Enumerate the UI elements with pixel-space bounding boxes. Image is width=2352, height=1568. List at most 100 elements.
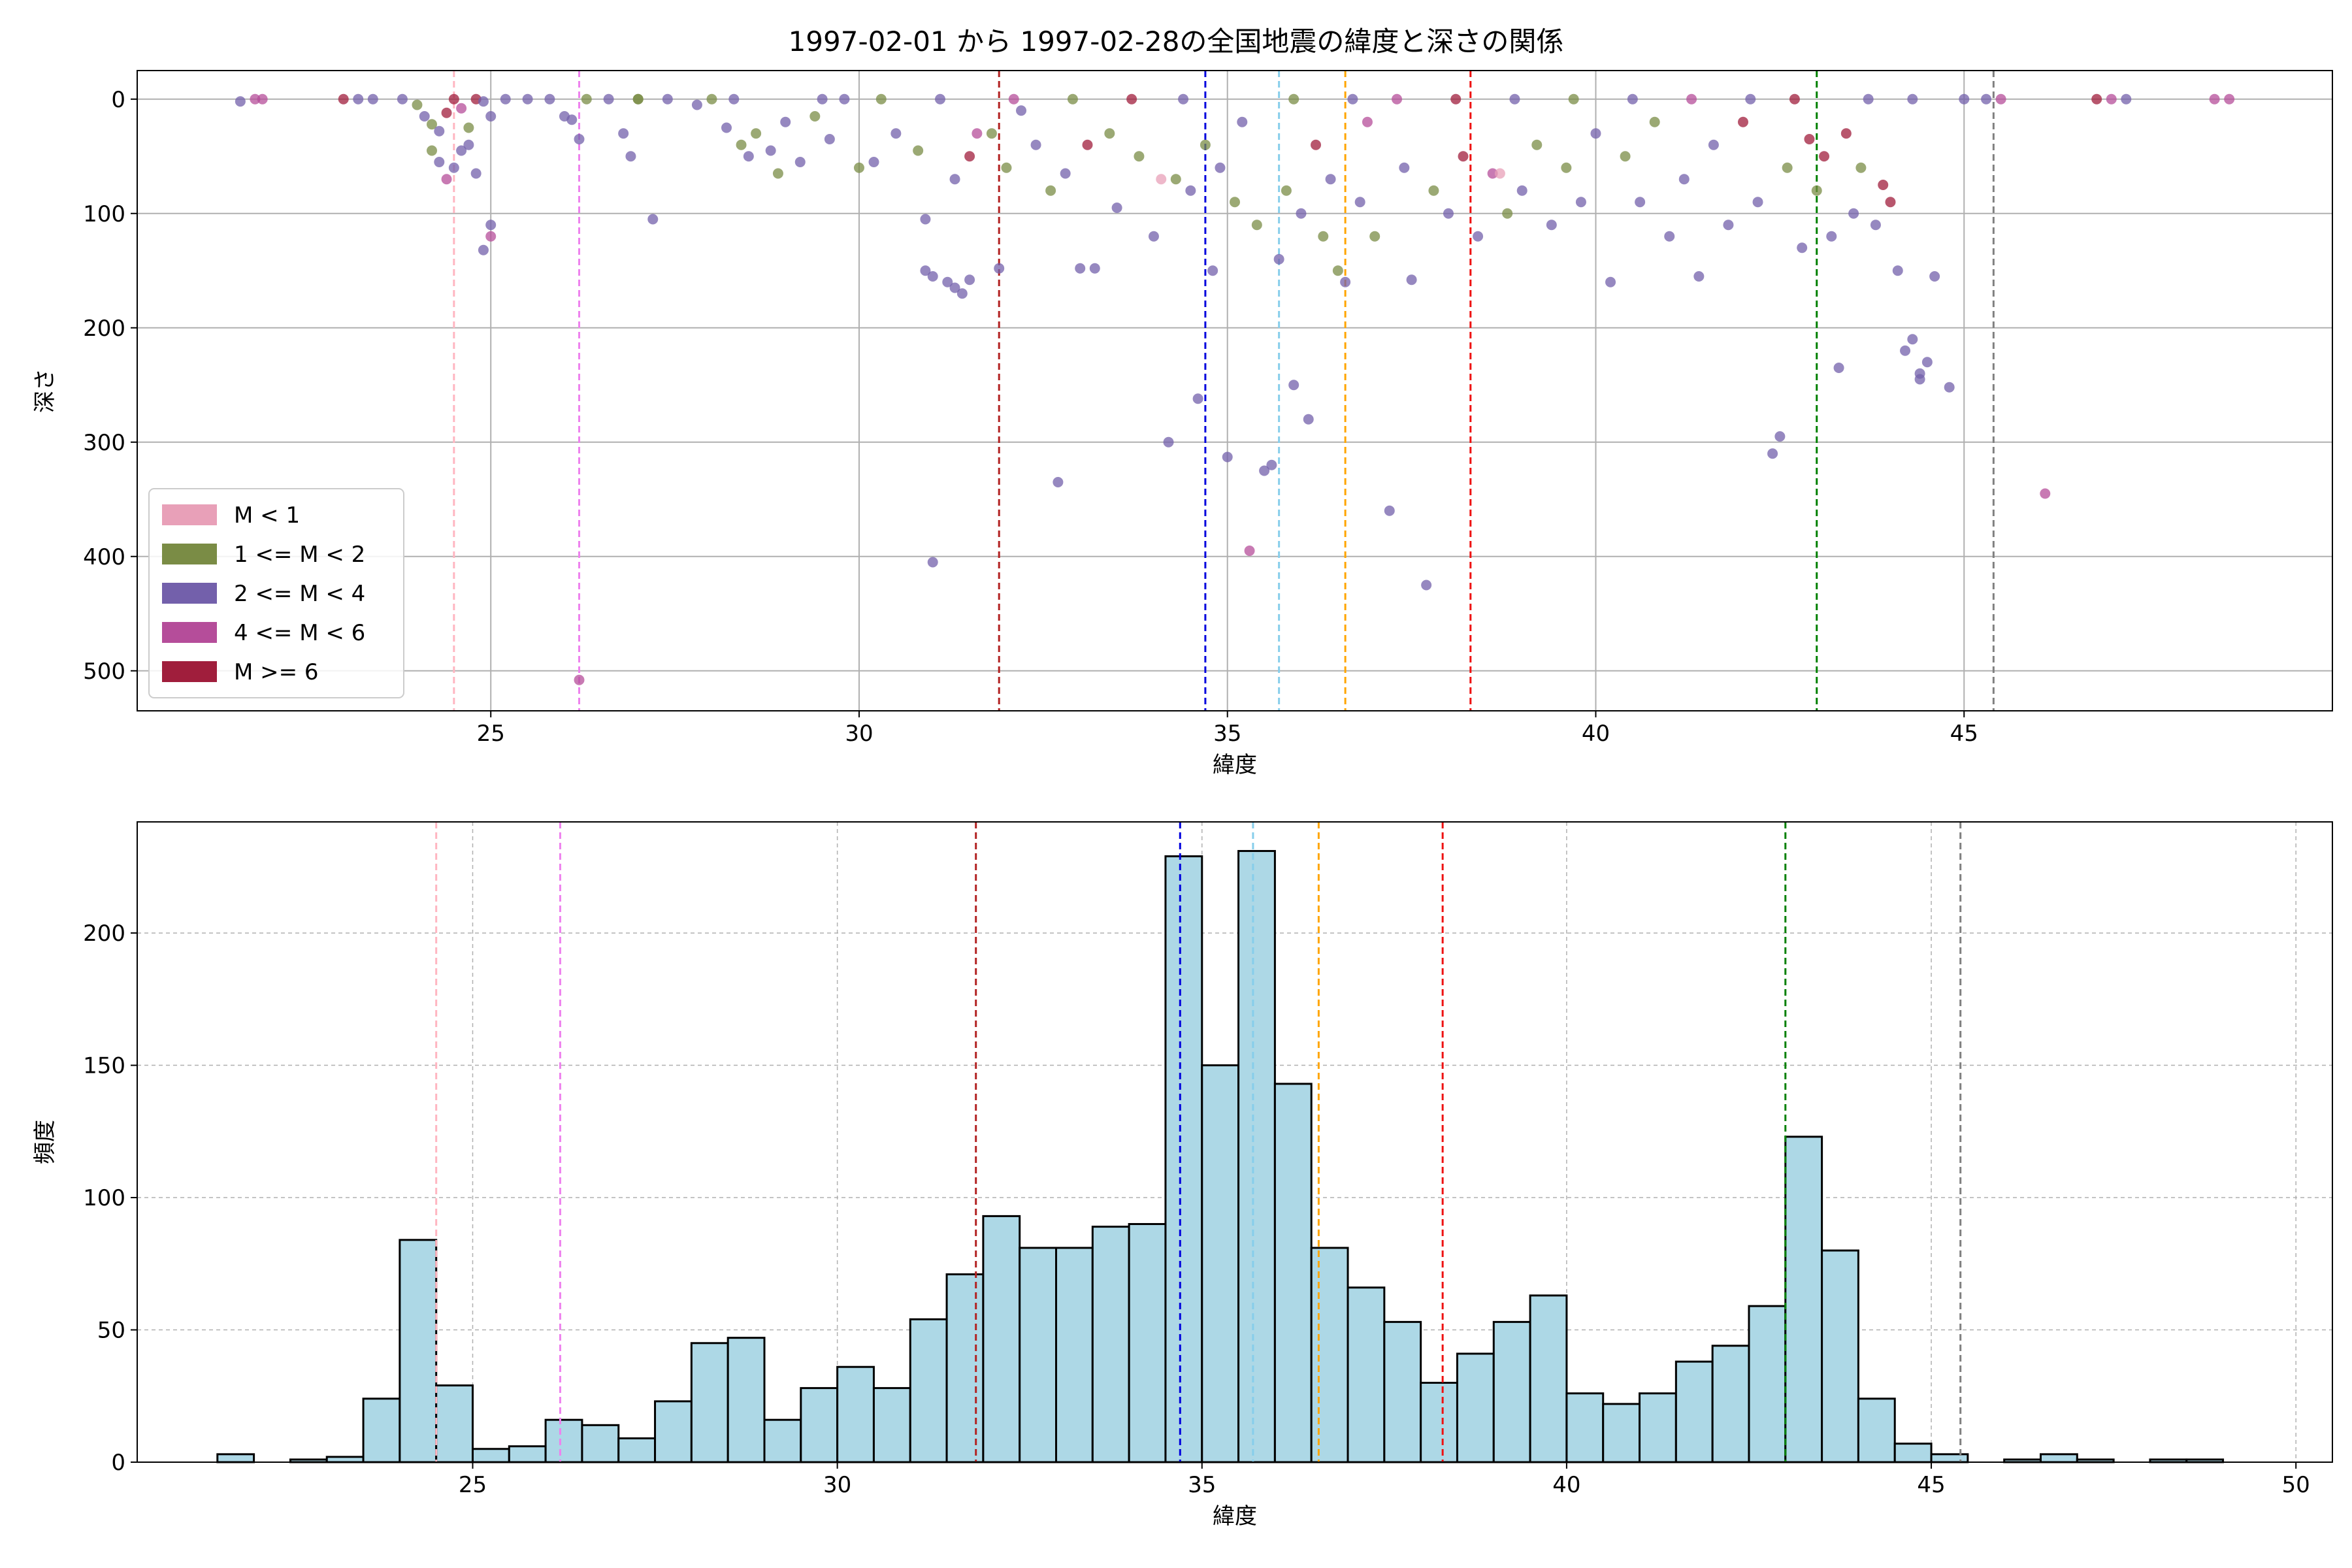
histogram-bar [2039, 1453, 2078, 1463]
histogram-bar [982, 1215, 1021, 1463]
histogram-x-axis-label: 緯度 [1213, 1503, 1257, 1529]
histogram-bar [399, 1239, 438, 1463]
scatter-point [1001, 162, 1012, 173]
scatter-point [456, 103, 467, 114]
scatter-point [1546, 220, 1557, 231]
scatter-point [1392, 93, 1403, 105]
scatter-point [1421, 580, 1432, 591]
histogram-y-tick-label: 50 [97, 1318, 125, 1344]
scatter-point [728, 93, 740, 105]
scatter-point [566, 114, 578, 125]
scatter-point [1163, 436, 1174, 448]
scatter-point [1230, 197, 1240, 208]
histogram-ticks: 25 30 35 40 45 50 0 50 100 150 200 [83, 921, 2310, 1498]
histogram-x-tick-label: 40 [1552, 1472, 1580, 1498]
scatter-point [1509, 93, 1520, 105]
legend-label: M >= 6 [234, 659, 319, 685]
histogram-bar [872, 1387, 911, 1463]
scatter-point [1649, 116, 1660, 127]
scatter-x-tick-label: 40 [1582, 721, 1610, 747]
scatter-point [1516, 185, 1527, 196]
scatter-point [765, 145, 776, 156]
scatter-y-tick-label: 500 [83, 659, 125, 685]
scatter-point [1767, 448, 1778, 459]
histogram-bar [1857, 1397, 1896, 1463]
scatter-point [485, 220, 497, 231]
scatter-point [632, 93, 644, 105]
scatter-point [434, 157, 445, 167]
histogram-bar [1201, 1064, 1240, 1463]
scatter-point [920, 214, 931, 225]
scatter-point [839, 93, 850, 105]
scatter-x-axis-label: 緯度 [1213, 752, 1257, 778]
histogram-bar [1091, 1226, 1130, 1463]
scatter-point [1406, 274, 1417, 286]
histogram-bar [1492, 1320, 1531, 1463]
scatter-point [913, 145, 924, 156]
scatter-point [1752, 197, 1763, 208]
scatter-axes-frame [137, 70, 2333, 711]
histogram-bar [581, 1424, 620, 1463]
scatter-x-tick-label: 25 [477, 721, 505, 747]
histogram-bar [727, 1337, 766, 1463]
histogram-bar [1237, 850, 1276, 1463]
scatter-point [574, 674, 585, 685]
scatter-point [463, 139, 474, 150]
legend-label: 1 <= M < 2 [234, 542, 365, 568]
scatter-point [1148, 231, 1159, 242]
scatter-point [994, 263, 1005, 274]
scatter-point [235, 96, 246, 107]
scatter-point [625, 151, 636, 162]
scatter-point [956, 288, 968, 299]
histogram-bar [1784, 1135, 1823, 1463]
scatter-point [691, 99, 702, 110]
scatter-point [1664, 231, 1675, 242]
scatter-point [1959, 93, 1970, 105]
scatter-y-tick-label: 100 [83, 201, 125, 227]
scatter-point [794, 157, 806, 167]
histogram-bar [1273, 1083, 1313, 1463]
histogram-bar [1164, 855, 1203, 1463]
scatter-point [618, 128, 629, 139]
scatter-point [949, 282, 960, 293]
histogram-bar [1565, 1392, 1605, 1463]
scatter-point [485, 111, 497, 122]
scatter-point [1369, 231, 1380, 242]
scatter-point [853, 162, 864, 173]
scatter-point [544, 93, 555, 105]
scatter-point [1170, 174, 1181, 185]
scatter-point [647, 214, 659, 225]
scatter-point [1723, 220, 1734, 231]
scatter-point [1443, 208, 1454, 219]
scatter-point [1494, 168, 1505, 179]
histogram-y-tick-label: 0 [111, 1450, 125, 1476]
scatter-point [1318, 231, 1329, 242]
scatter-point [581, 93, 592, 105]
scatter-point [1045, 185, 1056, 196]
figure-title: 1997-02-01 から 1997-02-28の全国地震の緯度と深さの関係 [789, 25, 1564, 57]
histogram-bar [1748, 1305, 1787, 1463]
histogram-bar [1128, 1223, 1167, 1463]
scatter-point [1620, 151, 1631, 162]
legend-swatch [162, 661, 217, 682]
scatter-plot: 25 30 35 40 45 0 100 200 300 400 500 緯度 深さ M < 1 1 … [32, 70, 2333, 778]
histogram-reference-lines [435, 822, 1962, 1462]
scatter-reference-lines [453, 71, 1995, 711]
scatter-point [934, 93, 945, 105]
scatter-point [1030, 139, 1041, 150]
scatter-point [706, 93, 717, 105]
scatter-point [353, 93, 364, 105]
legend-label: M < 1 [234, 502, 300, 529]
histogram-plot: 25 30 35 40 45 50 0 50 100 150 200 緯度 頻度 [32, 821, 2333, 1529]
histogram-y-axis-label: 頻度 [32, 1120, 58, 1164]
scatter-point [1244, 546, 1255, 556]
scatter-point [1789, 93, 1800, 105]
scatter-point [868, 157, 879, 167]
scatter-point [964, 274, 975, 286]
scatter-point [427, 119, 438, 130]
histogram-bar [800, 1387, 839, 1463]
histogram-bar [1711, 1345, 1750, 1463]
histogram-bar [1529, 1294, 1568, 1463]
histogram-bar [1019, 1247, 1058, 1463]
legend-box [148, 488, 404, 698]
